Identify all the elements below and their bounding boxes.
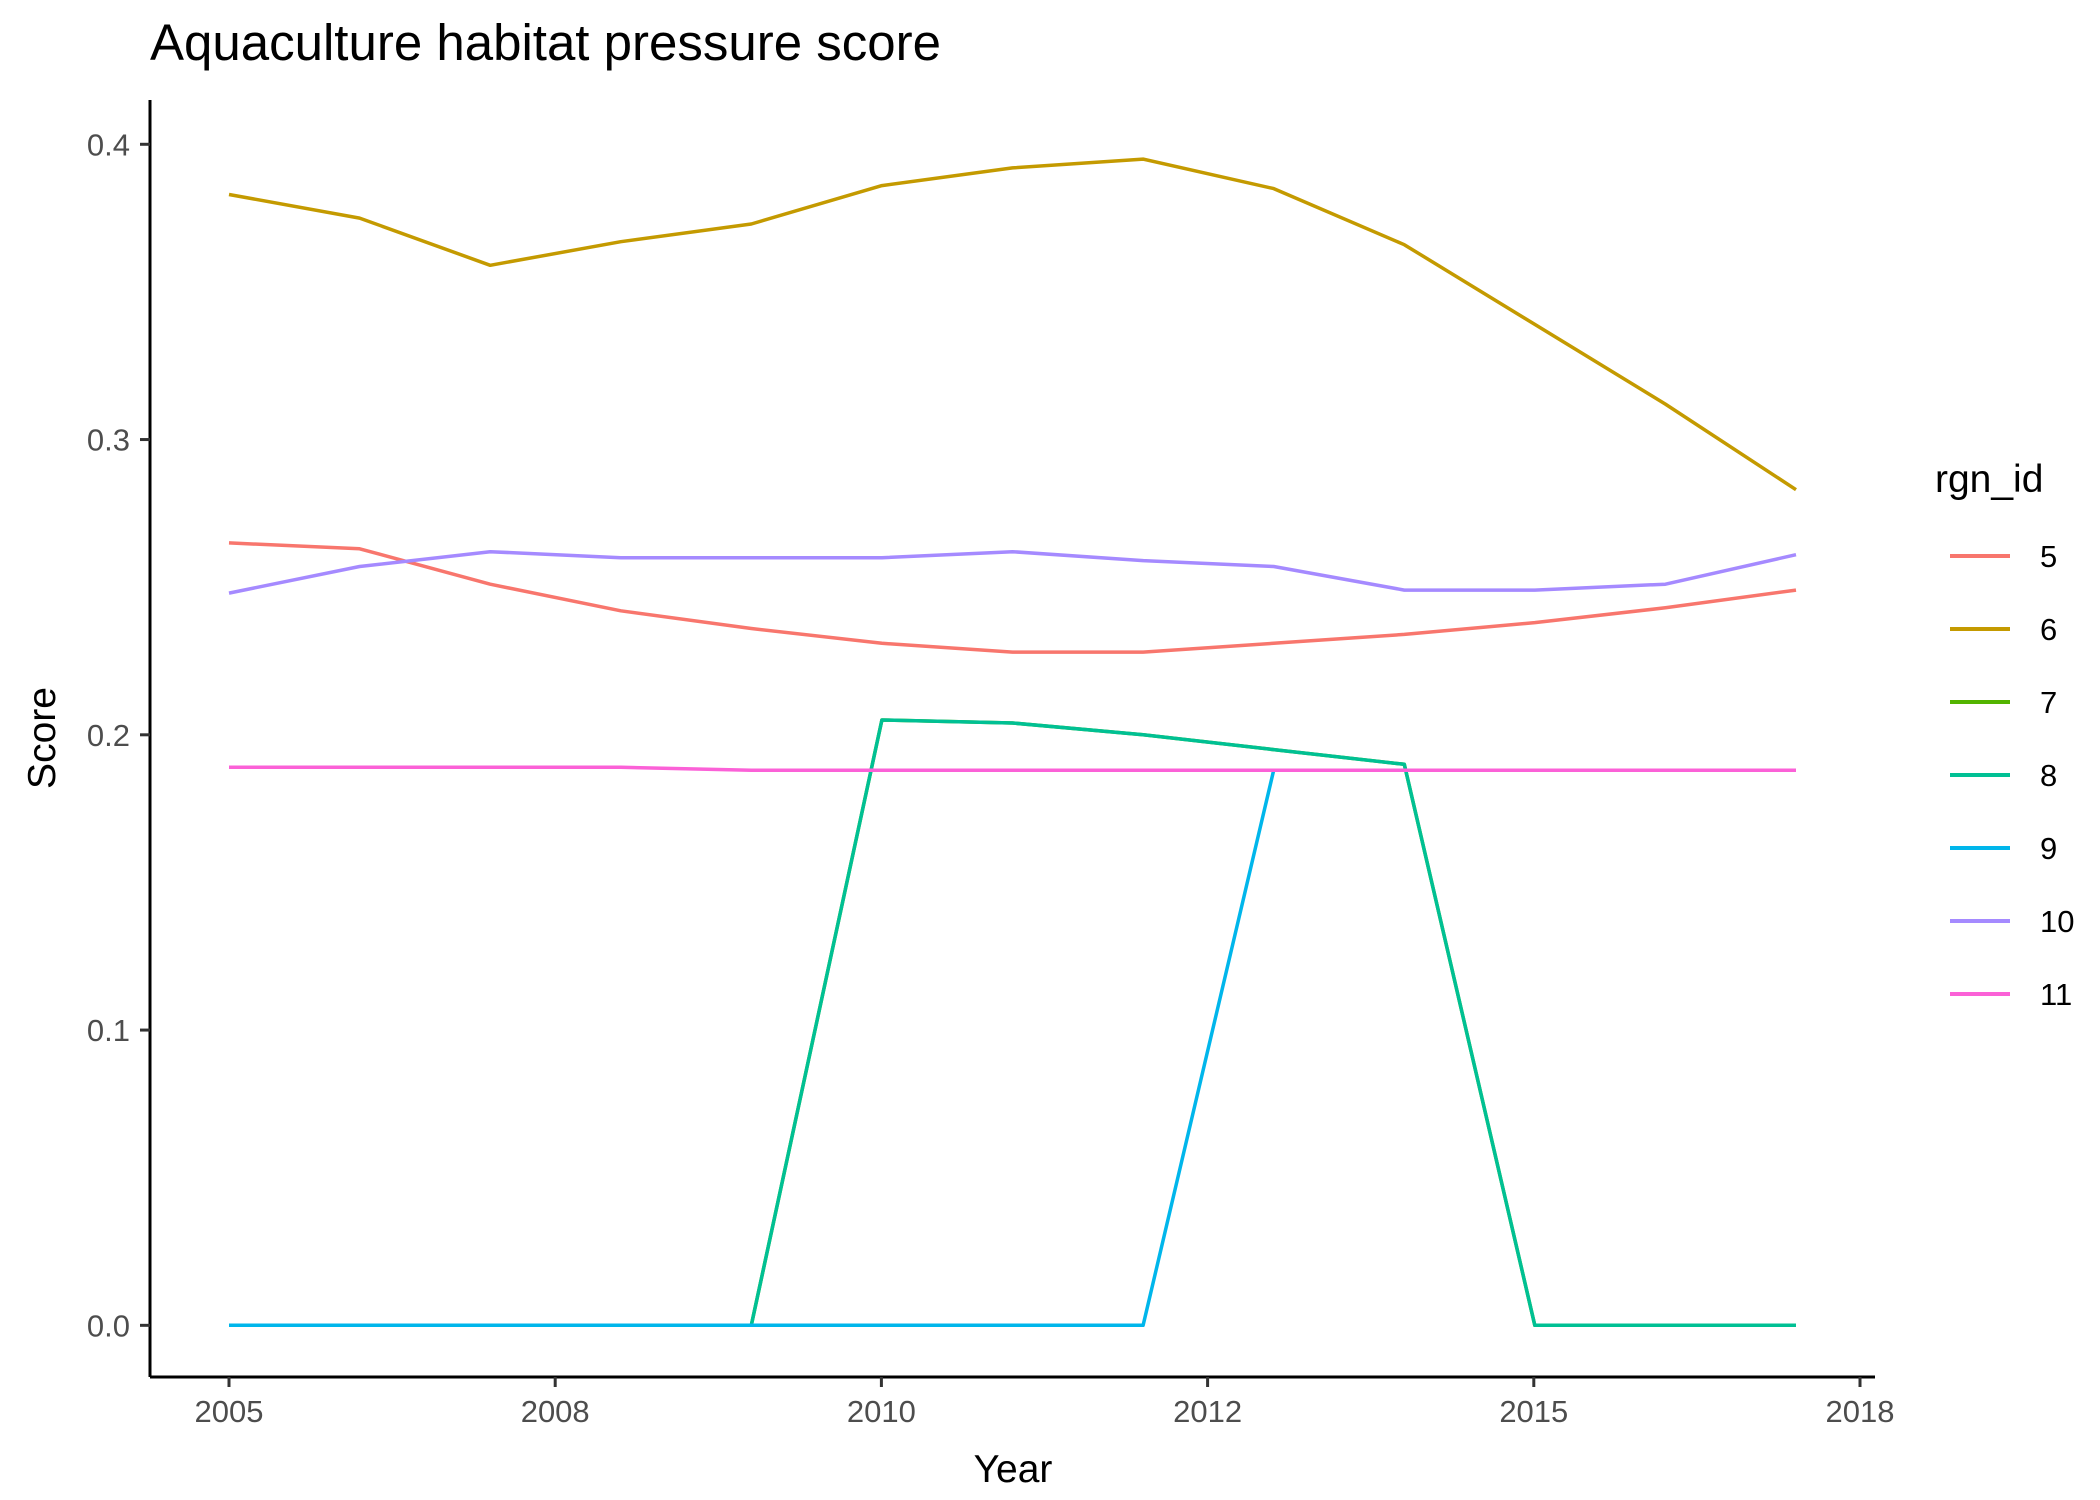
legend-label-6: 6	[2040, 612, 2057, 647]
legend-label-5: 5	[2040, 539, 2057, 574]
x-axis-title: Year	[974, 1448, 1053, 1491]
legend-label-11: 11	[2040, 977, 2072, 1012]
chart-title: Aquaculture habitat pressure score	[150, 14, 941, 71]
series-line-8	[229, 718, 1796, 1328]
y-tick-label: 0.3	[87, 423, 130, 458]
series-layer	[228, 157, 1797, 1328]
series-line-5	[228, 541, 1797, 654]
series-line-6	[228, 157, 1797, 492]
x-tick-label: 2012	[1173, 1394, 1242, 1429]
legend-label-7: 7	[2040, 685, 2057, 720]
x-tick-label: 2018	[1826, 1394, 1895, 1429]
x-tick-label: 2010	[847, 1394, 916, 1429]
y-tick-label: 0.2	[87, 718, 130, 753]
series-line-9	[229, 768, 1796, 1328]
series-line-11	[229, 765, 1796, 772]
series-line-10	[228, 549, 1797, 595]
legend-title: rgn_id	[1935, 458, 2043, 501]
x-tick-label: 2015	[1499, 1394, 1568, 1429]
plot-area: 2005 2008 2010 2012 2015 2018 0.0 0.1 0.2 0.3 0.4	[87, 100, 1895, 1429]
y-axis-ticks: 0.0 0.1 0.2 0.3 0.4	[87, 127, 150, 1343]
legend-label-9: 9	[2040, 831, 2057, 866]
y-tick-label: 0.4	[87, 127, 130, 162]
y-tick-label: 0.1	[87, 1013, 130, 1048]
x-tick-label: 2008	[521, 1394, 590, 1429]
y-tick-label: 0.0	[87, 1308, 130, 1343]
legend-label-8: 8	[2040, 758, 2057, 793]
legend: rgn_id 5 6 7 8 9 10 11	[1935, 458, 2074, 1012]
x-axis-ticks: 2005 2008 2010 2012 2015 2018	[195, 1377, 1895, 1429]
legend-label-10: 10	[2040, 904, 2074, 939]
legend-items: 5 6 7 8 9 10 11	[1950, 539, 2074, 1012]
y-axis-title: Score	[21, 687, 64, 789]
series-line-7	[229, 718, 1796, 1328]
x-tick-label: 2005	[195, 1394, 264, 1429]
